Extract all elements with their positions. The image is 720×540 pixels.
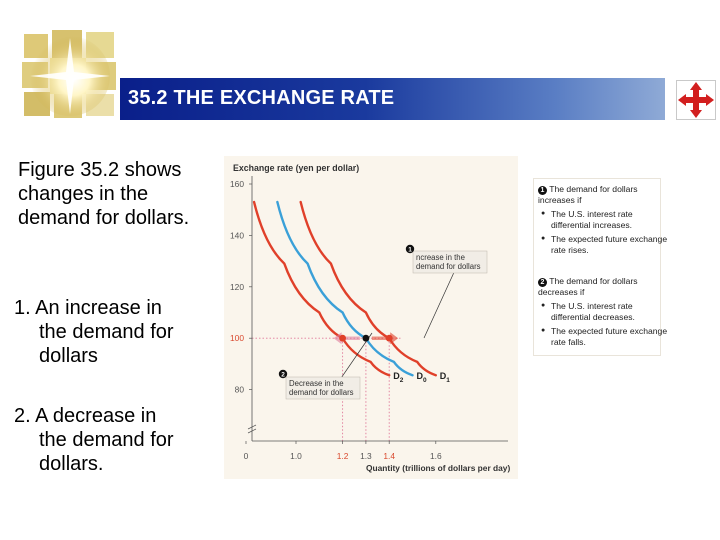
- x-tick-label: 0: [244, 451, 249, 461]
- four-arrow-navigation-icon[interactable]: [676, 80, 716, 120]
- x-tick-label: 1.3: [360, 451, 372, 461]
- annotation-increase-text-line: ncrease in the: [416, 253, 465, 262]
- demand-curve-d0: [276, 200, 414, 377]
- x-axis-label: Quantity (trillions of dollars per day): [366, 463, 510, 473]
- note-decrease-title: 2 The demand for dollars decreases if: [538, 276, 638, 297]
- demand-chart-panel: Exchange rate (yen per dollar) Quantity …: [224, 156, 518, 479]
- curve-label-d1: D1: [440, 371, 451, 384]
- x-tick-label: 1.0: [290, 451, 302, 461]
- note-marker-2-icon: 2: [538, 278, 547, 287]
- annotation-increase-text-line: demand for dollars: [416, 262, 481, 271]
- annotation-marker-number: 1: [408, 246, 412, 253]
- annotation-marker-2-icon: [278, 369, 288, 379]
- gold-starburst-logo-icon: [20, 28, 120, 120]
- y-axis-label: Exchange rate (yen per dollar): [233, 163, 359, 173]
- curve-label-d0: D0: [417, 371, 428, 384]
- annotation-increase-leader-line: [423, 272, 455, 339]
- list-item-rest: the demand for dollars: [39, 321, 174, 367]
- equilibrium-point: [339, 334, 346, 342]
- list-item-number: 1.: [14, 297, 31, 319]
- y-tick-label: 160: [230, 179, 244, 189]
- equilibrium-point: [362, 334, 370, 342]
- annotation-decrease-box: [285, 376, 361, 400]
- annotation-decrease-text-line: Decrease in the: [289, 379, 344, 388]
- x-tick-label: 1.6: [430, 451, 442, 461]
- shift-arrow-left-head: [333, 332, 342, 345]
- note-decrease-bullet-2: The expected future exchange rate falls.: [540, 326, 669, 347]
- y-tick-label: 140: [230, 230, 244, 240]
- notes-box: 1 The demand for dollars increases if Th…: [533, 178, 667, 356]
- x-tick-label: 1.2: [337, 451, 349, 461]
- demand-curve-d2: [252, 200, 391, 377]
- note-increase-bullet-1: The U.S. interest rate differential incr…: [540, 209, 669, 230]
- title-bar: 35.2 THE EXCHANGE RATE: [120, 78, 665, 120]
- y-tick-label: 80: [235, 385, 245, 395]
- note-increase-bullet-2: The expected future exchange rate rises.: [540, 234, 669, 255]
- list-item-first-line: An increase in: [35, 297, 162, 319]
- annotation-increase-box: [412, 250, 488, 274]
- y-tick-label: 100: [230, 333, 244, 343]
- note-marker-1-icon: 1: [538, 186, 547, 195]
- list-item-increase: 1. An increase in the demand for dollars: [14, 296, 214, 368]
- axis-break-mark: [247, 424, 257, 434]
- page-title: 35.2 THE EXCHANGE RATE: [128, 87, 395, 109]
- y-tick-label: 120: [230, 282, 244, 292]
- annotation-marker-1-icon: [405, 244, 415, 254]
- list-item-rest: the demand for dollars.: [39, 429, 174, 475]
- curve-label-d2: D2: [393, 371, 404, 384]
- list-item-first-line: A decrease in: [35, 405, 157, 427]
- demand-curve-d1: [299, 200, 437, 377]
- list-item-number: 2.: [14, 405, 31, 427]
- equilibrium-point: [385, 334, 393, 342]
- shift-arrow-right-head: [390, 332, 399, 345]
- note-increase-title: 1 The demand for dollars increases if: [538, 184, 638, 205]
- list-item-decrease: 2. A decrease in the demand for dollars.: [14, 404, 214, 476]
- demand-chart: Exchange rate (yen per dollar) Quantity …: [230, 163, 510, 473]
- intro-text: Figure 35.2 shows changes in the demand …: [18, 159, 190, 229]
- annotation-decrease-text-line: demand for dollars: [289, 388, 354, 397]
- note-decrease-bullet-1: The U.S. interest rate differential decr…: [540, 301, 669, 322]
- annotation-marker-number: 2: [281, 371, 285, 378]
- x-tick-label: 1.4: [383, 451, 395, 461]
